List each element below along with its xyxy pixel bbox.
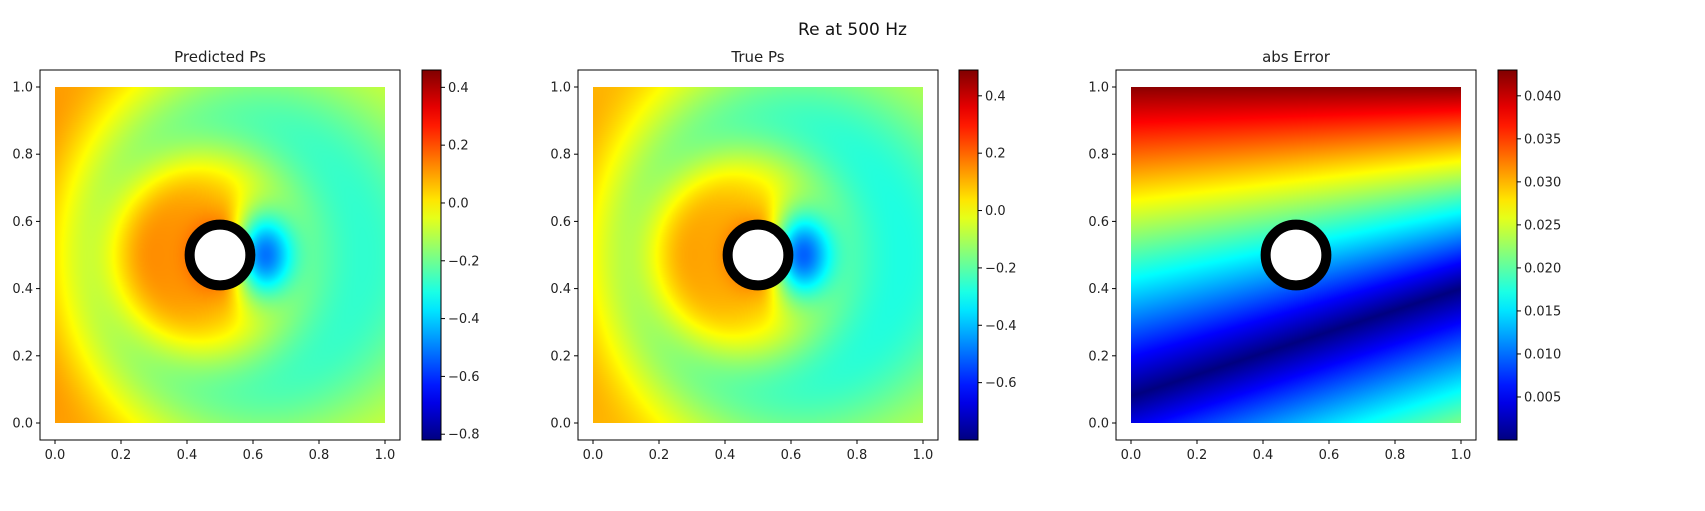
colorbar-tick-label: 0.0	[985, 204, 1006, 219]
colorbar-tick-label: −0.2	[985, 261, 1017, 276]
axes-frame	[1115, 69, 1477, 441]
x-tick-label: 0.0	[45, 448, 66, 463]
colorbar	[958, 69, 979, 441]
x-tick-label: 0.2	[649, 448, 670, 463]
colorbar-tick-label: 0.4	[448, 81, 469, 96]
x-tick-label: 0.6	[1319, 448, 1340, 463]
colorbar	[1497, 69, 1518, 441]
axes-frame	[39, 69, 401, 441]
y-tick-label: 1.0	[1088, 81, 1109, 96]
y-tick-label: 0.6	[1088, 215, 1109, 230]
x-tick-label: 0.2	[111, 448, 132, 463]
colorbar	[421, 69, 442, 441]
colorbar-tick-label: 0.040	[1524, 89, 1561, 104]
colorbar-tick-label: 0.2	[985, 147, 1006, 162]
x-tick-label: 0.0	[583, 448, 604, 463]
colorbar-tick-label: 0.2	[448, 139, 469, 154]
panel-2: True Ps 0.0 0.2 0.4 0.6 0.8 1.0 0.0 0.2 0.4 0.6 0.8…	[550, 48, 1016, 463]
x-tick-label: 1.0	[913, 448, 934, 463]
y-tick-label: 0.8	[550, 148, 571, 163]
x-tick-label: 0.8	[1385, 448, 1406, 463]
y-tick-label: 0.2	[1088, 349, 1109, 364]
x-tick-label: 0.8	[847, 448, 868, 463]
panel-title: Predicted Ps	[174, 48, 266, 66]
x-tick-label: 0.4	[715, 448, 736, 463]
colorbar-tick-label: 0.020	[1524, 261, 1561, 276]
y-tick-label: 0.8	[1088, 148, 1109, 163]
y-tick-label: 0.8	[12, 148, 33, 163]
colorbar-tick-label: −0.2	[448, 254, 480, 269]
panel-title: True Ps	[730, 48, 784, 66]
circle-obstacle	[184, 219, 256, 291]
colorbar-tick-label: 0.010	[1524, 347, 1561, 362]
y-tick-label: 0.0	[12, 417, 33, 432]
colorbar-tick-label: 0.030	[1524, 175, 1561, 190]
colorbar-tick-label: 0.025	[1524, 218, 1561, 233]
panel-3: abs Error 0.0 0.2 0.4 0.6 0.8 1.0 0.0 0.2 0.4 0.6 0…	[1088, 48, 1561, 463]
y-tick-label: 0.0	[1088, 417, 1109, 432]
y-tick-label: 1.0	[12, 81, 33, 96]
y-tick-label: 0.4	[12, 282, 33, 297]
x-tick-label: 0.0	[1121, 448, 1142, 463]
y-tick-label: 0.6	[550, 215, 571, 230]
colorbar-tick-label: −0.4	[448, 312, 480, 327]
x-tick-label: 1.0	[1451, 448, 1472, 463]
colorbar-tick-label: −0.8	[448, 428, 480, 443]
x-tick-label: 0.6	[781, 448, 802, 463]
y-tick-label: 0.2	[550, 349, 571, 364]
x-tick-label: 0.8	[309, 448, 330, 463]
x-tick-label: 1.0	[375, 448, 396, 463]
colorbar-tick-label: 0.0	[448, 196, 469, 211]
circle-obstacle	[722, 219, 794, 291]
x-tick-label: 0.4	[1253, 448, 1274, 463]
colorbar-tick-label: 0.005	[1524, 390, 1561, 405]
colorbar-tick-label: −0.6	[985, 376, 1017, 391]
figure-suptitle: Re at 500 Hz	[798, 20, 907, 40]
y-tick-label: 0.2	[12, 349, 33, 364]
colorbar-tick-label: −0.6	[448, 370, 480, 385]
colorbar-tick-label: 0.035	[1524, 132, 1561, 147]
y-tick-label: 0.6	[12, 215, 33, 230]
circle-obstacle	[1260, 219, 1332, 291]
x-tick-label: 0.4	[177, 448, 198, 463]
y-tick-label: 0.4	[550, 282, 571, 297]
colorbar-tick-label: 0.4	[985, 89, 1006, 104]
y-tick-label: 0.0	[550, 417, 571, 432]
colorbar-tick-label: 0.015	[1524, 304, 1561, 319]
colorbar-tick-label: −0.4	[985, 319, 1017, 334]
panel-title: abs Error	[1262, 48, 1331, 66]
axes-frame	[577, 69, 939, 441]
x-tick-label: 0.2	[1187, 448, 1208, 463]
panel-1: Predicted Ps 0.0 0.2 0.4 0.6 0.8 1.0 0.0 0.2 0.4 0…	[12, 48, 479, 463]
y-tick-label: 0.4	[1088, 282, 1109, 297]
y-tick-label: 1.0	[550, 81, 571, 96]
x-tick-label: 0.6	[243, 448, 264, 463]
